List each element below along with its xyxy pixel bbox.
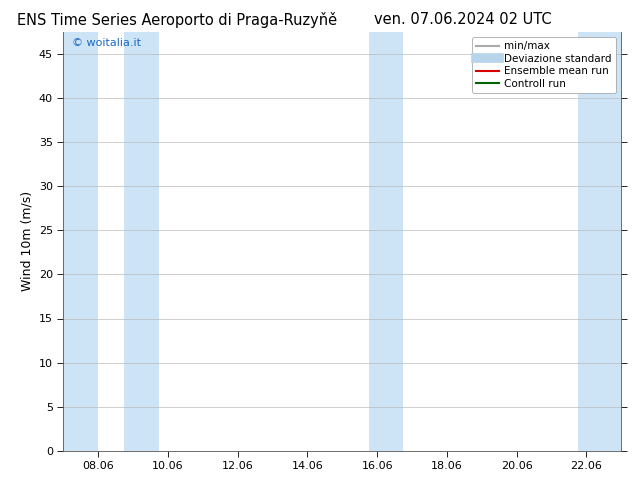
Bar — [368, 32, 403, 451]
Y-axis label: Wind 10m (m/s): Wind 10m (m/s) — [20, 191, 34, 292]
Text: ENS Time Series Aeroporto di Praga-Ruzyňě: ENS Time Series Aeroporto di Praga-Ruzyň… — [18, 12, 337, 28]
Legend: min/max, Deviazione standard, Ensemble mean run, Controll run: min/max, Deviazione standard, Ensemble m… — [472, 37, 616, 93]
Bar — [578, 32, 621, 451]
Bar — [63, 32, 98, 451]
Text: ven. 07.06.2024 02 UTC: ven. 07.06.2024 02 UTC — [374, 12, 552, 27]
Bar — [124, 32, 159, 451]
Text: © woitalia.it: © woitalia.it — [72, 38, 141, 48]
